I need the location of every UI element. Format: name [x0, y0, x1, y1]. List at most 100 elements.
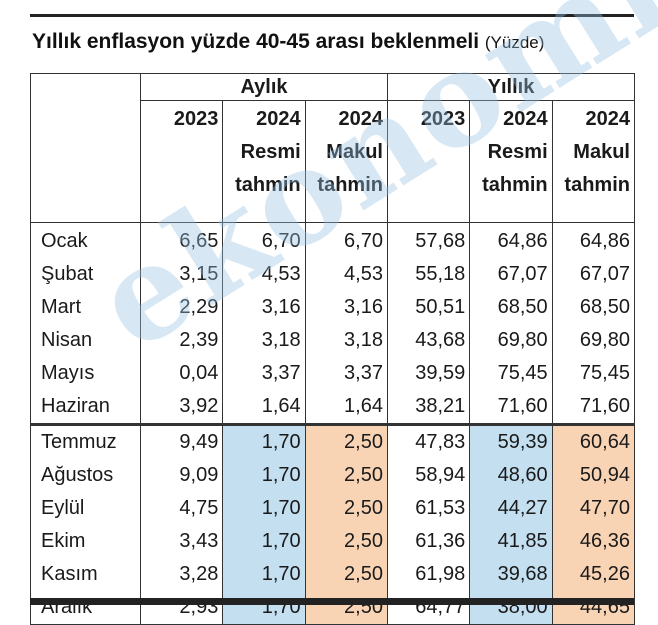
table-row: Mart 2,29 3,16 3,16 50,51 68,50 68,50 [30, 291, 635, 324]
value-cell: 9,09 [139, 459, 224, 492]
value-cell: 69,80 [551, 324, 635, 357]
col-sub2: tahmin [564, 174, 630, 196]
column-header: 2024 Makul tahmin [551, 100, 635, 223]
value-cell: 44,65 [551, 591, 635, 625]
value-cell: 3,18 [304, 324, 388, 357]
value-cell: 75,45 [469, 357, 553, 390]
month-label: Eylül [30, 492, 141, 525]
col-sub1: Resmi [240, 141, 301, 163]
value-cell: 2,50 [304, 459, 388, 492]
value-cell: 38,00 [469, 591, 553, 625]
table-row: Kasım 3,28 1,70 2,50 61,98 39,68 45,26 [30, 558, 635, 591]
value-cell: 3,16 [304, 291, 388, 324]
table-row: Ekim 3,43 1,70 2,50 61,36 41,85 46,36 [30, 525, 635, 558]
col-year: 2023 [173, 108, 219, 130]
month-label: Mayıs [30, 357, 141, 390]
value-cell: 38,21 [386, 390, 471, 425]
column-header: 2024 Resmi tahmin [222, 100, 306, 223]
col-year: 2024 [256, 108, 301, 130]
value-cell: 3,43 [139, 525, 224, 558]
unit-label: (Yüzde) [484, 33, 545, 52]
value-cell: 48,60 [469, 459, 553, 492]
month-label: Ağustos [30, 459, 141, 492]
value-cell: 71,60 [469, 390, 553, 425]
value-cell: 2,50 [304, 423, 388, 459]
value-cell: 68,50 [469, 291, 553, 324]
value-cell: 0,04 [139, 357, 224, 390]
value-cell: 9,49 [139, 423, 224, 459]
table-row: Ağustos 9,09 1,70 2,50 58,94 48,60 50,94 [30, 459, 635, 492]
value-cell: 67,07 [551, 258, 635, 291]
table-row: Eylül 4,75 1,70 2,50 61,53 44,27 47,70 [30, 492, 635, 525]
value-cell: 2,29 [139, 291, 224, 324]
month-label: Aralık [30, 591, 141, 625]
value-cell: 55,18 [386, 258, 471, 291]
title-text: Yıllık enflasyon yüzde 40-45 arası bekle… [32, 30, 480, 53]
value-cell: 39,59 [386, 357, 471, 390]
col-sub2: tahmin [482, 174, 548, 196]
group-header-monthly: Aylık [140, 73, 388, 101]
value-cell: 47,70 [551, 492, 635, 525]
month-label: Şubat [30, 258, 141, 291]
column-header: 2023 [139, 100, 224, 223]
value-cell: 1,70 [222, 492, 306, 525]
corner-cell [30, 73, 141, 223]
value-cell: 3,37 [304, 357, 388, 390]
value-cell: 2,50 [304, 492, 388, 525]
value-cell: 57,68 [386, 222, 471, 258]
value-cell: 4,53 [304, 258, 388, 291]
col-year: 2024 [338, 108, 383, 130]
value-cell: 6,70 [304, 222, 388, 258]
value-cell: 64,86 [551, 222, 635, 258]
value-cell: 1,64 [222, 390, 306, 425]
value-cell: 60,64 [551, 423, 635, 459]
col-sub1: Makul [326, 141, 383, 163]
value-cell: 2,39 [139, 324, 224, 357]
value-cell: 3,28 [139, 558, 224, 591]
value-cell: 3,16 [222, 291, 306, 324]
value-cell: 44,27 [469, 492, 553, 525]
group-header-annual: Yıllık [386, 73, 635, 101]
value-cell: 46,36 [551, 525, 635, 558]
top-rule [30, 14, 634, 17]
col-year: 2024 [503, 108, 548, 130]
value-cell: 47,83 [386, 423, 471, 459]
month-label: Ocak [30, 222, 141, 258]
value-cell: 61,36 [386, 525, 471, 558]
table-row: Mayıs 0,04 3,37 3,37 39,59 75,45 75,45 [30, 357, 635, 390]
table-row: Haziran 3,92 1,64 1,64 38,21 71,60 71,60 [30, 390, 635, 425]
table-row: Şubat 3,15 4,53 4,53 55,18 67,07 67,07 [30, 258, 635, 291]
month-label: Nisan [30, 324, 141, 357]
value-cell: 3,92 [139, 390, 224, 425]
value-cell: 6,70 [222, 222, 306, 258]
value-cell: 1,64 [304, 390, 388, 425]
table-title: Yıllık enflasyon yüzde 40-45 arası bekle… [32, 30, 544, 54]
value-cell: 41,85 [469, 525, 553, 558]
value-cell: 61,53 [386, 492, 471, 525]
bottom-rule [30, 598, 634, 605]
table-row: Temmuz 9,49 1,70 2,50 47,83 59,39 60,64 [30, 423, 635, 459]
value-cell: 61,98 [386, 558, 471, 591]
value-cell: 2,93 [139, 591, 224, 625]
table-body: Ocak 6,65 6,70 6,70 57,68 64,86 64,86 Şubat 3,15… [30, 222, 635, 625]
month-label: Ekim [30, 525, 141, 558]
value-cell: 43,68 [386, 324, 471, 357]
value-cell: 1,70 [222, 525, 306, 558]
value-cell: 3,15 [139, 258, 224, 291]
col-year: 2023 [420, 108, 466, 130]
value-cell: 50,94 [551, 459, 635, 492]
value-cell: 1,70 [222, 558, 306, 591]
value-cell: 71,60 [551, 390, 635, 425]
month-label: Haziran [30, 390, 141, 425]
value-cell: 2,50 [304, 591, 388, 625]
value-cell: 64,86 [469, 222, 553, 258]
value-cell: 64,77 [386, 591, 471, 625]
col-sub1: Resmi [487, 141, 548, 163]
value-cell: 6,65 [139, 222, 224, 258]
value-cell: 45,26 [551, 558, 635, 591]
value-cell: 4,75 [139, 492, 224, 525]
inflation-table: Aylık Yıllık 2023 2024 Resmi tahmin 2024 Ma… [30, 73, 635, 625]
col-sub1: Makul [573, 141, 630, 163]
table-row: Ocak 6,65 6,70 6,70 57,68 64,86 64,86 [30, 222, 635, 258]
value-cell: 50,51 [386, 291, 471, 324]
